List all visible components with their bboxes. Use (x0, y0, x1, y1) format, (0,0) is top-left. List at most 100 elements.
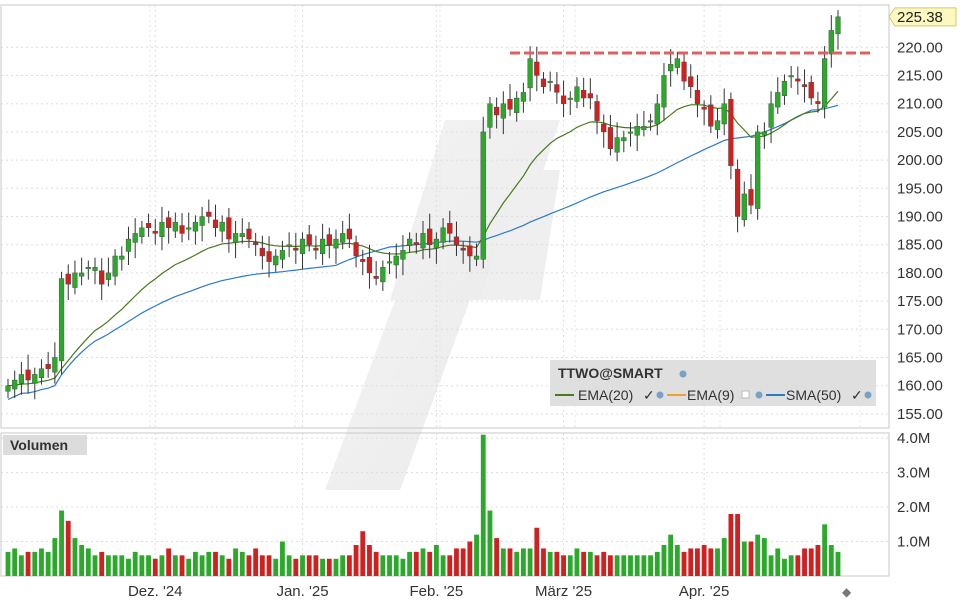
volume-bar (373, 551, 379, 576)
legend-ema20-check-icon[interactable]: ✓ (643, 387, 655, 403)
vol-tick-label: 2.0M (897, 499, 930, 516)
volume-bar (768, 555, 774, 576)
volume-bar (695, 548, 700, 576)
volume-bar (353, 544, 359, 576)
volume-bar (628, 555, 633, 576)
volume-bar (326, 558, 332, 576)
volume-bar (246, 555, 252, 576)
watermark-logo (325, 120, 560, 490)
volume-bar (32, 551, 38, 576)
candle (520, 82, 527, 113)
y-tick-label: 170.00 (897, 321, 943, 338)
legend-ema20-settings-icon[interactable] (656, 391, 664, 399)
volume-bar (581, 551, 587, 576)
volume-bar (266, 555, 272, 576)
volume-bar (433, 544, 439, 576)
candle (413, 232, 419, 254)
candle (473, 243, 480, 267)
candle (674, 51, 680, 75)
volume-bar (601, 551, 607, 576)
volume-title-box: Volumen (3, 435, 87, 455)
date-axis-ticks: Dez. '24 Jan. '25 Feb. '25 März '25 Apr. '25 (128, 583, 729, 600)
volume-bars (5, 434, 841, 576)
volume-bar (367, 544, 372, 576)
legend-ema9-checkbox[interactable] (741, 390, 750, 399)
candle (708, 95, 714, 134)
y-tick-label: 185.00 (897, 237, 943, 254)
volume-bar (360, 531, 366, 576)
volume-bar (199, 555, 205, 576)
candle (647, 113, 654, 131)
volume-bar (407, 551, 413, 576)
candle (72, 260, 78, 295)
candle (119, 246, 125, 271)
volume-bar (59, 510, 64, 576)
volume-bar (447, 555, 453, 576)
volume-bar (520, 548, 526, 576)
volume-bar (822, 524, 828, 576)
volume-bar (567, 555, 573, 576)
volume-title: Volumen (10, 437, 68, 453)
candle (199, 206, 205, 242)
volume-bar (286, 555, 292, 576)
candle (259, 235, 265, 270)
volume-bar (206, 551, 212, 576)
legend-symbol: TTWO@SMART (558, 365, 663, 381)
candle (447, 210, 453, 243)
volume-bar (39, 548, 44, 576)
candle (346, 213, 352, 249)
legend-sma50-settings-icon[interactable] (864, 391, 872, 399)
candle (186, 212, 192, 241)
volume-bar (795, 555, 801, 576)
legend-sma50-check-icon[interactable]: ✓ (851, 387, 863, 403)
candle (5, 378, 11, 399)
volume-bar (333, 558, 339, 576)
x-tick-label: Dez. '24 (128, 583, 183, 600)
candle (728, 92, 734, 180)
volume-bar (105, 555, 111, 576)
candle (607, 114, 614, 156)
volume-bar (166, 548, 172, 576)
candle (253, 232, 259, 256)
candle (226, 208, 232, 253)
volume-bar (708, 548, 714, 576)
candle (654, 94, 660, 136)
volume-bar (420, 548, 426, 576)
y-tick-label: 175.00 (897, 293, 943, 310)
candle (38, 359, 45, 385)
candle (206, 199, 212, 224)
candle (152, 218, 158, 245)
scroll-right-icon[interactable]: ◆ (842, 585, 852, 599)
candle (172, 212, 178, 238)
candle (701, 100, 707, 126)
volume-bar (273, 558, 279, 576)
candle (560, 80, 567, 118)
candle (547, 71, 553, 92)
y-tick-label: 180.00 (897, 265, 943, 282)
legend-settings-icon[interactable] (679, 370, 687, 378)
candle (219, 215, 225, 243)
candle (721, 88, 727, 136)
volume-bar (239, 551, 245, 576)
candle (105, 257, 112, 287)
volume-bar (52, 538, 58, 576)
candle (815, 91, 821, 113)
candle (514, 91, 520, 122)
volume-bar (802, 548, 807, 576)
y-tick-label: 210.00 (897, 96, 943, 113)
candle (741, 181, 747, 227)
y-tick-label: 200.00 (897, 152, 943, 169)
volume-bar (761, 538, 767, 576)
candle (467, 236, 473, 272)
candle (567, 91, 573, 115)
vol-tick-label: 1.0M (897, 534, 930, 551)
volume-bar (681, 551, 687, 576)
candle (734, 159, 741, 233)
candle (668, 48, 674, 87)
legend-ema9-settings-icon[interactable] (755, 391, 763, 399)
y-tick-label: 215.00 (897, 68, 943, 85)
candle (65, 264, 71, 300)
volume-bar (400, 558, 406, 576)
